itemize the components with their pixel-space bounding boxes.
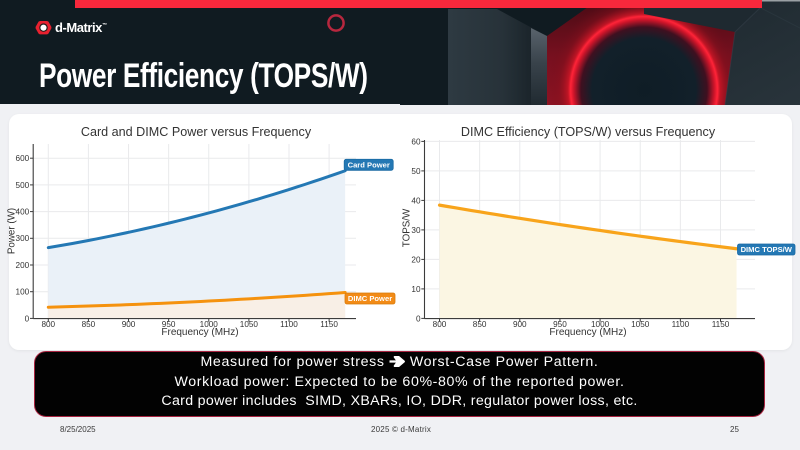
svg-text:1150: 1150 — [320, 320, 338, 329]
svg-text:40: 40 — [411, 196, 421, 205]
svg-text:1100: 1100 — [280, 320, 298, 329]
svg-text:200: 200 — [16, 261, 30, 270]
svg-text:Card Power: Card Power — [348, 161, 390, 170]
svg-text:20: 20 — [411, 255, 421, 264]
svg-text:1100: 1100 — [672, 320, 690, 329]
svg-text:TOPS/W: TOPS/W — [402, 208, 413, 247]
svg-text:1000: 1000 — [200, 320, 219, 329]
svg-text:DIMC Efficiency (TOPS/W) versu: DIMC Efficiency (TOPS/W) versus Frequenc… — [461, 125, 716, 139]
svg-text:800: 800 — [433, 320, 447, 329]
svg-text:Card and DIMC Power versus Fre: Card and DIMC Power versus Frequency — [81, 125, 312, 139]
svg-text:30: 30 — [411, 226, 421, 235]
svg-text:0: 0 — [25, 314, 30, 323]
svg-text:900: 900 — [122, 320, 136, 329]
svg-text:1150: 1150 — [712, 320, 730, 329]
svg-text:900: 900 — [513, 320, 527, 329]
svg-text:400: 400 — [16, 208, 30, 217]
svg-text:DIMC Power: DIMC Power — [348, 294, 392, 303]
svg-text:850: 850 — [473, 320, 487, 329]
svg-text:DIMC TOPS/W: DIMC TOPS/W — [741, 245, 793, 254]
svg-text:950: 950 — [553, 320, 567, 329]
svg-text:500: 500 — [16, 181, 30, 190]
svg-text:Frequency (MHz): Frequency (MHz) — [161, 327, 238, 338]
svg-text:Power (W): Power (W) — [7, 208, 18, 254]
svg-text:1050: 1050 — [631, 320, 650, 329]
svg-text:1000: 1000 — [591, 320, 610, 329]
svg-text:800: 800 — [41, 320, 55, 329]
svg-text:1050: 1050 — [240, 320, 259, 329]
svg-text:600: 600 — [16, 154, 30, 163]
svg-text:950: 950 — [162, 320, 176, 329]
svg-text:10: 10 — [411, 285, 421, 294]
svg-text:850: 850 — [82, 320, 96, 329]
svg-text:60: 60 — [411, 137, 421, 146]
svg-text:100: 100 — [16, 288, 30, 297]
svg-text:Frequency (MHz): Frequency (MHz) — [549, 327, 626, 338]
svg-text:50: 50 — [411, 167, 421, 176]
svg-text:300: 300 — [16, 234, 30, 243]
svg-text:0: 0 — [416, 314, 421, 323]
